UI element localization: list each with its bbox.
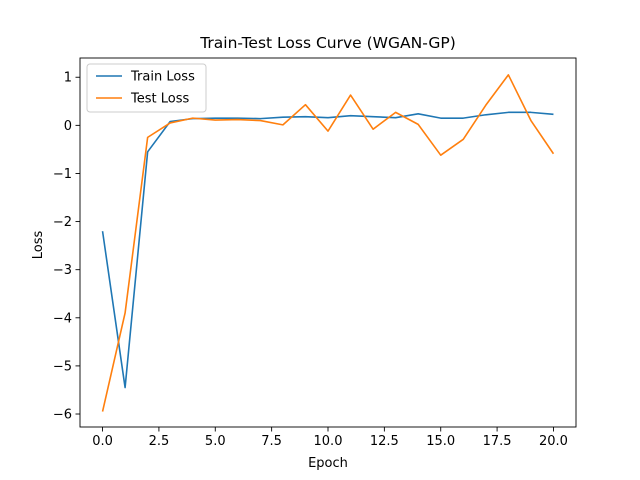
y-tick-label: −6 bbox=[53, 408, 72, 423]
y-tick-label: −3 bbox=[53, 263, 72, 278]
y-tick-label: −4 bbox=[53, 311, 72, 326]
x-tick-label: 15.0 bbox=[426, 434, 455, 449]
x-tick-label: 2.5 bbox=[149, 434, 170, 449]
x-tick-label: 7.5 bbox=[261, 434, 282, 449]
x-tick-label: 12.5 bbox=[370, 434, 399, 449]
x-tick-label: 10.0 bbox=[314, 434, 343, 449]
y-tick-label: 1 bbox=[64, 71, 72, 86]
chart-title: Train-Test Loss Curve (WGAN-GP) bbox=[199, 34, 456, 52]
x-tick-label: 20.0 bbox=[539, 434, 568, 449]
x-tick-label: 0.0 bbox=[92, 434, 113, 449]
legend-label: Test Loss bbox=[130, 92, 189, 107]
y-tick-label: −1 bbox=[53, 167, 72, 182]
x-axis-label: Epoch bbox=[308, 456, 348, 471]
x-tick-label: 17.5 bbox=[483, 434, 512, 449]
legend-label: Train Loss bbox=[130, 70, 195, 85]
y-tick-label: 0 bbox=[64, 119, 72, 134]
y-axis-label: Loss bbox=[31, 231, 46, 260]
y-tick-label: −5 bbox=[53, 359, 72, 374]
x-tick-label: 5.0 bbox=[205, 434, 226, 449]
plot-area: 0.0 2.5 5.0 7.5 10.0 12.5 15.0 17.5 20.0 1 0 −1 −2 −3… bbox=[53, 57, 577, 449]
y-tick-label: −2 bbox=[53, 215, 72, 230]
series-line-test-loss bbox=[101, 74, 555, 412]
